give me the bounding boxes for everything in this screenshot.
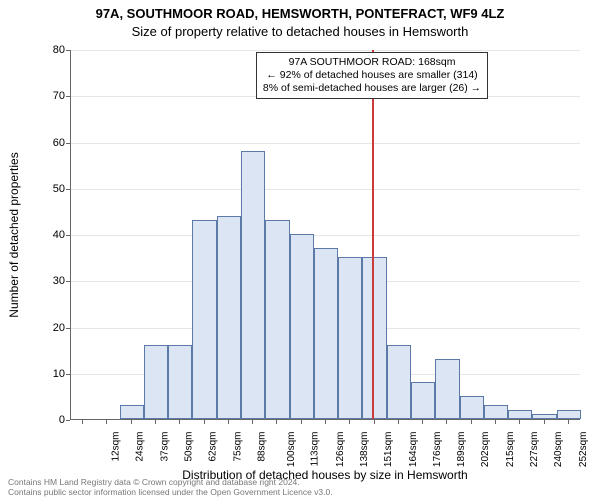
xtick-label: 75sqm [232, 432, 243, 462]
annotation-line1: 97A SOUTHMOOR ROAD: 168sqm [263, 56, 481, 69]
xtick-mark [155, 420, 156, 424]
xtick-mark [544, 420, 545, 424]
ytick-mark [66, 50, 70, 51]
xtick-mark [276, 420, 277, 424]
xtick-mark [204, 420, 205, 424]
histogram-bar [241, 151, 265, 419]
gridline-h [71, 235, 580, 236]
xtick-label: 126sqm [335, 432, 346, 468]
histogram-bar [460, 396, 484, 419]
histogram-bar [508, 410, 532, 419]
xtick-mark [106, 420, 107, 424]
xtick-label: 50sqm [184, 432, 195, 462]
ytick-label: 80 [35, 44, 65, 56]
histogram-bar [314, 248, 338, 419]
xtick-mark [252, 420, 253, 424]
xtick-label: 215sqm [505, 432, 516, 468]
histogram-bar [338, 257, 362, 419]
xtick-mark [179, 420, 180, 424]
histogram-bar [290, 234, 314, 419]
xtick-mark [131, 420, 132, 424]
xtick-label: 240sqm [553, 432, 564, 468]
xtick-mark [228, 420, 229, 424]
gridline-h [71, 189, 580, 190]
xtick-mark [301, 420, 302, 424]
histogram-bar [484, 405, 508, 419]
xtick-label: 88sqm [256, 432, 267, 462]
ytick-mark [66, 96, 70, 97]
histogram-bar [557, 410, 581, 419]
histogram-bar [265, 220, 289, 419]
histogram-bar [411, 382, 435, 419]
xtick-label: 138sqm [359, 432, 370, 468]
gridline-h [71, 50, 580, 51]
xtick-label: 37sqm [159, 432, 170, 462]
xtick-mark [471, 420, 472, 424]
chart-container: 97A, SOUTHMOOR ROAD, HEMSWORTH, PONTEFRA… [0, 0, 600, 500]
xtick-label: 12sqm [111, 432, 122, 462]
footer-line2: Contains public sector information licen… [8, 488, 333, 498]
xtick-mark [325, 420, 326, 424]
xtick-mark [398, 420, 399, 424]
ytick-label: 60 [35, 137, 65, 149]
ytick-mark [66, 328, 70, 329]
chart-title-address: 97A, SOUTHMOOR ROAD, HEMSWORTH, PONTEFRA… [0, 6, 600, 21]
ytick-mark [66, 143, 70, 144]
histogram-bar [387, 345, 411, 419]
histogram-bar [144, 345, 168, 419]
ytick-label: 40 [35, 229, 65, 241]
xtick-label: 252sqm [578, 432, 589, 468]
histogram-bar [532, 414, 556, 419]
ytick-mark [66, 235, 70, 236]
xtick-mark [374, 420, 375, 424]
annotation-line3: 8% of semi-detached houses are larger (2… [263, 82, 481, 95]
xtick-mark [568, 420, 569, 424]
gridline-h [71, 143, 580, 144]
xtick-label: 62sqm [208, 432, 219, 462]
histogram-bar [168, 345, 192, 419]
annotation-line2: ← 92% of detached houses are smaller (31… [263, 69, 481, 82]
chart-title-subtitle: Size of property relative to detached ho… [0, 24, 600, 39]
histogram-bar [192, 220, 216, 419]
xtick-mark [82, 420, 83, 424]
ytick-label: 30 [35, 275, 65, 287]
xtick-label: 189sqm [456, 432, 467, 468]
histogram-bar [217, 216, 241, 420]
xtick-mark [349, 420, 350, 424]
plot-area: 97A SOUTHMOOR ROAD: 168sqm← 92% of detac… [70, 50, 580, 420]
xtick-label: 227sqm [529, 432, 540, 468]
xtick-label: 151sqm [383, 432, 394, 468]
xtick-label: 100sqm [286, 432, 297, 468]
xtick-mark [495, 420, 496, 424]
y-axis-label: Number of detached properties [7, 152, 21, 317]
ytick-label: 70 [35, 90, 65, 102]
xtick-label: 176sqm [432, 432, 443, 468]
ytick-label: 10 [35, 368, 65, 380]
xtick-label: 202sqm [481, 432, 492, 468]
annotation-box: 97A SOUTHMOOR ROAD: 168sqm← 92% of detac… [256, 52, 488, 99]
histogram-bar [120, 405, 144, 419]
ytick-mark [66, 420, 70, 421]
ytick-label: 0 [35, 414, 65, 426]
footer-attribution: Contains HM Land Registry data © Crown c… [8, 478, 333, 498]
xtick-mark [446, 420, 447, 424]
ytick-mark [66, 189, 70, 190]
xtick-mark [422, 420, 423, 424]
ytick-label: 20 [35, 322, 65, 334]
ytick-label: 50 [35, 183, 65, 195]
xtick-label: 113sqm [310, 432, 321, 467]
ytick-mark [66, 374, 70, 375]
xtick-mark [519, 420, 520, 424]
histogram-bar [362, 257, 386, 419]
ytick-mark [66, 281, 70, 282]
histogram-bar [435, 359, 459, 419]
marker-vline [372, 50, 374, 419]
xtick-label: 24sqm [135, 432, 146, 462]
xtick-label: 164sqm [408, 432, 419, 468]
